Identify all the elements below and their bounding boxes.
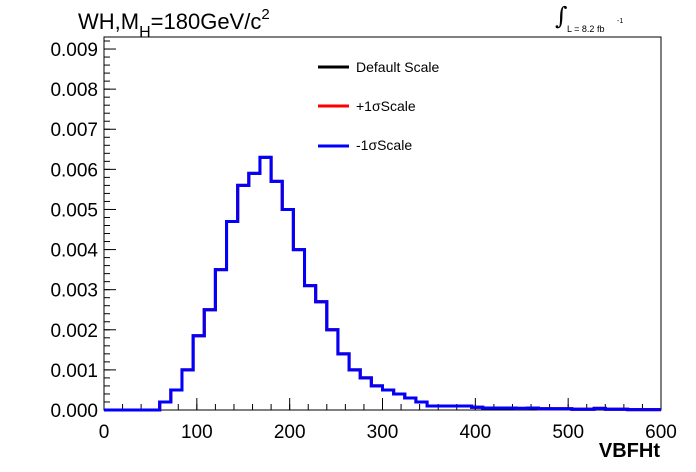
x-tick-label: 0 xyxy=(99,422,110,443)
x-tick-label: 100 xyxy=(181,422,213,443)
legend-label-plus: +1σScale xyxy=(356,98,416,114)
luminosity-text: L = 8.2 fb xyxy=(567,24,605,34)
x-axis-label: VBFHt xyxy=(598,440,660,462)
y-tick-label: 0.009 xyxy=(50,40,98,61)
y-tick-label: 0.003 xyxy=(50,281,98,302)
histogram-series-line xyxy=(104,155,661,412)
histogram-series-line xyxy=(104,155,661,412)
title-prefix: WH,M xyxy=(78,9,140,34)
title-superscript: 2 xyxy=(261,6,270,23)
y-tick-label: 0.002 xyxy=(50,321,98,342)
y-tick-label: 0.007 xyxy=(50,120,98,141)
y-axis: 0.000 0.001 0.002 0.003 0.004 0.005 0.006 0.007… xyxy=(50,40,116,422)
plot-frame xyxy=(103,36,662,411)
title-value: =180GeV/c xyxy=(150,9,262,34)
x-tick-label: 600 xyxy=(645,422,677,443)
luminosity-exponent: -1 xyxy=(617,18,624,25)
series-group xyxy=(104,155,661,412)
legend-label-minus: -1σScale xyxy=(356,137,413,153)
x-tick-label: 500 xyxy=(552,422,584,443)
plot-title: WH,MH=180GeV/c2 xyxy=(78,6,270,42)
x-axis: 0 100 200 300 400 500 600 xyxy=(99,398,677,443)
y-tick-label: 0.008 xyxy=(50,80,98,101)
y-tick-label: 0.006 xyxy=(50,160,98,181)
y-tick-label: 0.005 xyxy=(50,200,98,221)
integral-symbol: ∫ xyxy=(555,2,568,30)
y-tick-label: 0.001 xyxy=(50,361,98,382)
y-tick-label: 0.004 xyxy=(50,241,98,262)
title-subscript: H xyxy=(139,24,151,41)
legend-label-default: Default Scale xyxy=(356,59,440,75)
x-tick-label: 300 xyxy=(367,422,399,443)
histogram-series-line xyxy=(104,155,661,412)
x-tick-label: 200 xyxy=(274,422,306,443)
legend-lines xyxy=(318,65,349,148)
x-tick-label: 400 xyxy=(459,422,491,443)
y-tick-label: 0.000 xyxy=(50,401,98,422)
